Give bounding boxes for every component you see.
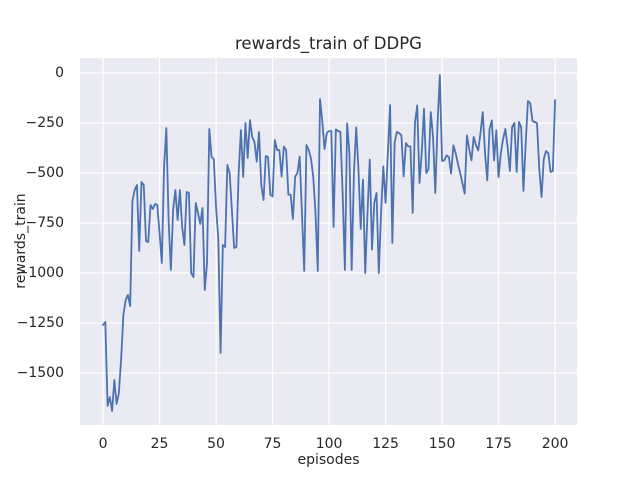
chart-title: rewards_train of DDPG <box>235 34 422 53</box>
y-tick-label: −750 <box>25 215 64 231</box>
y-tick-label: −1500 <box>16 365 64 381</box>
x-tick-label: 175 <box>485 436 512 452</box>
x-axis-label: episodes <box>297 452 360 468</box>
y-tick-label: −500 <box>25 165 64 181</box>
y-tick-label: −1250 <box>16 315 64 331</box>
rewards-line <box>102 74 556 412</box>
x-tick-label: 0 <box>98 436 108 452</box>
y-tick-label: −250 <box>25 115 64 131</box>
x-tick-label: 75 <box>263 436 282 452</box>
plot-area <box>80 58 577 425</box>
x-tick-label: 100 <box>315 436 343 452</box>
x-tick-label: 50 <box>207 436 225 452</box>
x-tick-label: 125 <box>372 436 399 452</box>
x-tick-label: 200 <box>541 436 569 452</box>
y-tick-label: 0 <box>55 65 64 81</box>
x-tick-label: 25 <box>150 436 169 452</box>
plot-svg <box>80 58 577 425</box>
x-tick-label: 150 <box>428 436 456 452</box>
y-tick-label: −1000 <box>16 265 64 281</box>
